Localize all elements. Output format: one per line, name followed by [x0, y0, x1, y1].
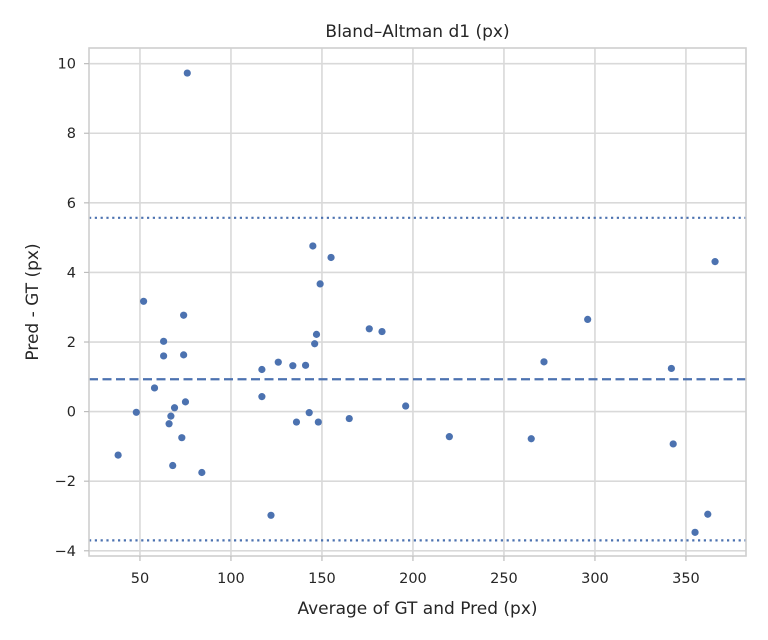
data-point	[667, 364, 675, 373]
y-tick-label: 2	[67, 335, 76, 351]
data-point	[258, 393, 266, 401]
y-tick-label: 0	[67, 405, 76, 421]
data-point	[305, 409, 313, 417]
x-tick-label: 150	[308, 571, 336, 587]
data-point	[169, 461, 177, 470]
x-tick-label: 300	[581, 571, 609, 587]
y-tick-label: 4	[67, 265, 76, 281]
data-point	[139, 297, 148, 305]
data-point	[314, 418, 322, 426]
data-point	[160, 352, 168, 360]
data-point	[183, 69, 191, 77]
data-point	[378, 327, 386, 336]
data-point	[365, 325, 373, 333]
data-point	[345, 414, 353, 423]
data-point	[301, 361, 310, 369]
data-point	[165, 420, 173, 428]
x-tick-label: 350	[672, 571, 700, 587]
data-point	[160, 337, 168, 345]
data-point	[704, 510, 712, 518]
data-point	[540, 358, 548, 366]
y-tick-label: 8	[67, 126, 76, 142]
y-tick-label: 10	[58, 57, 76, 73]
data-point	[267, 511, 275, 519]
data-point	[274, 358, 282, 366]
data-point	[669, 440, 677, 448]
grid-layer	[89, 48, 746, 556]
data-point	[292, 418, 301, 426]
data-point	[114, 451, 122, 459]
x-tick-label: 250	[490, 571, 518, 587]
data-points	[114, 69, 719, 536]
data-point	[402, 402, 410, 410]
data-point	[445, 433, 453, 441]
tick-labels: 50 100 150 200 250 300 350 −4 −2 0 2 4 6 8 10	[55, 57, 700, 587]
data-point	[311, 340, 319, 348]
plot-frame	[88, 47, 747, 557]
data-point	[316, 280, 324, 288]
data-point	[584, 315, 592, 323]
y-tick-label: −4	[55, 544, 76, 560]
data-point	[289, 362, 297, 370]
data-point	[132, 408, 140, 416]
data-point	[180, 351, 188, 359]
y-axis-label: Pred - GT (px)	[23, 243, 43, 360]
y-tick-label: 6	[67, 196, 76, 212]
data-point	[691, 528, 699, 536]
data-point	[309, 242, 317, 250]
data-point	[150, 384, 159, 392]
data-point	[527, 435, 535, 443]
x-axis-label: Average of GT and Pred (px)	[297, 599, 537, 619]
data-point	[178, 434, 186, 442]
x-tick-label: 200	[399, 571, 427, 587]
data-point	[170, 404, 179, 412]
data-point	[312, 330, 321, 338]
data-point	[258, 365, 266, 374]
x-tick-label: 50	[131, 571, 149, 587]
reference-lines	[89, 216, 746, 542]
data-point	[180, 311, 188, 319]
data-point	[327, 253, 335, 262]
data-point	[181, 398, 190, 406]
chart-title: Bland–Altman d1 (px)	[325, 22, 509, 42]
data-point	[167, 412, 175, 420]
data-point	[198, 468, 206, 477]
data-point	[711, 258, 719, 266]
y-tick-label: −2	[55, 474, 76, 490]
x-tick-label: 100	[217, 571, 245, 587]
